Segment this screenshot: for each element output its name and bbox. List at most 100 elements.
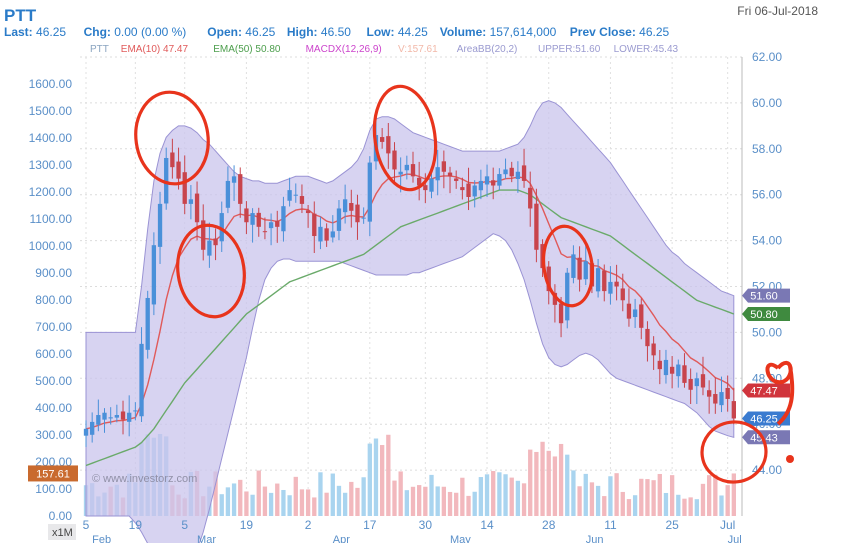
volume-bar <box>299 489 305 516</box>
candle-body <box>299 196 305 204</box>
volume-tick: 600.00 <box>35 347 72 361</box>
price-tick: 54.00 <box>752 234 782 248</box>
candle-body <box>429 178 434 192</box>
candle-body <box>645 328 650 347</box>
candle-body <box>157 203 163 247</box>
volume-bar <box>250 494 255 516</box>
candle-body <box>713 394 718 404</box>
volume-bar <box>731 473 736 516</box>
candle-body <box>268 222 274 229</box>
volume-bar <box>256 470 261 516</box>
volume-bar <box>565 454 570 516</box>
volume-bar <box>608 476 613 516</box>
candle-body <box>651 343 656 356</box>
volume-bar <box>244 491 249 516</box>
volume-bar <box>632 495 638 516</box>
volume-bar <box>373 438 379 516</box>
ema50-line <box>85 189 735 467</box>
candle-body <box>275 220 280 227</box>
volume-bar <box>398 471 403 516</box>
volume-bar <box>281 489 286 516</box>
candle-body <box>441 161 447 172</box>
volume-bar <box>725 485 730 516</box>
volume-bar <box>515 480 521 516</box>
candle-body <box>608 281 613 294</box>
candle-body <box>244 208 249 223</box>
legend-item-6: UPPER:51.60 <box>538 44 601 55</box>
candle-body <box>281 206 286 232</box>
x-tick: 17 <box>363 518 377 532</box>
candle-body <box>139 343 144 417</box>
volume-bar <box>503 474 508 516</box>
stat-0: Last: 46.25 <box>4 25 66 39</box>
candle-body <box>312 213 317 237</box>
candle-body <box>305 210 311 214</box>
candle-body <box>145 297 150 350</box>
candle-body <box>108 417 113 419</box>
candle-body <box>127 412 132 422</box>
volume-tick: 1000.00 <box>29 239 73 253</box>
candle-body <box>515 171 521 180</box>
candle-body <box>250 213 255 225</box>
watermark: © www.investorz.com <box>92 473 197 485</box>
candle-body <box>583 261 588 280</box>
volume-tick: 1200.00 <box>29 185 73 199</box>
volume-bar <box>491 471 496 516</box>
volume-bar <box>262 486 268 516</box>
volume-bar <box>663 492 669 516</box>
candle-body <box>595 268 601 292</box>
candle-body <box>447 172 453 177</box>
annotation-circle <box>700 420 768 484</box>
volume-bar <box>404 490 409 516</box>
candle-body <box>102 412 107 420</box>
candle-body <box>565 272 570 321</box>
volume-bar <box>700 483 706 516</box>
price-badge <box>742 307 790 322</box>
volume-bar <box>676 494 681 516</box>
candle-body <box>287 190 292 201</box>
candle-body <box>620 288 625 301</box>
volume-bar <box>534 451 539 516</box>
candle-body <box>336 208 342 231</box>
period-button[interactable] <box>48 524 76 540</box>
stat-1: Chg: 0.00 (0.00 %) <box>84 25 187 39</box>
volume-bar <box>478 477 484 516</box>
volume-bar <box>336 485 342 516</box>
volume-bar <box>324 492 329 516</box>
volume-bar <box>342 492 348 516</box>
volume-bar <box>305 489 311 516</box>
stats-row: Last: 46.25 Chg: 0.00 (0.00 %) Open: 46.25… <box>4 25 670 39</box>
month-label: Jul <box>728 534 742 543</box>
candle-body <box>293 194 298 196</box>
price-badge-label: 50.80 <box>750 309 778 321</box>
candle-body <box>503 169 508 175</box>
candle-body <box>552 292 558 305</box>
volume-bar <box>706 475 712 516</box>
candle-body <box>632 309 638 318</box>
candle-body <box>120 411 126 420</box>
candle-body <box>725 387 730 399</box>
x-tick: 14 <box>480 518 494 532</box>
candle-body <box>688 378 693 390</box>
x-tick: 25 <box>665 518 679 532</box>
volume-bar <box>219 494 224 516</box>
volume-bar <box>472 491 477 516</box>
date-label: Fri 06-Jul-2018 <box>737 4 818 18</box>
legend-row: PTT EMA(10) 47.47 EMA(50) 50.80 MACDX(12,26… <box>90 44 679 55</box>
annotations <box>134 84 795 484</box>
volume-bar <box>386 434 391 516</box>
x-axis: 5 19 5 19 2 17 30 14 28 11 25 Jul Feb Mar Apr May Jun Jul <box>83 518 742 543</box>
volume-bar <box>528 449 533 516</box>
candle-body <box>188 199 194 204</box>
x-tick: 19 <box>240 518 254 532</box>
price-badge-label: 46.25 <box>750 413 778 425</box>
period-label[interactable]: x1M <box>52 527 73 539</box>
volume-badge-label: 157.61 <box>36 468 70 480</box>
price-tick: 44.00 <box>752 463 782 477</box>
candle-body <box>201 220 206 250</box>
volume-axis: 0.00100.00200.00300.00400.00500.00600.00… <box>29 77 73 523</box>
volume-bar <box>521 483 527 516</box>
price-tick: 60.00 <box>752 96 782 110</box>
month-label: Jun <box>586 534 604 543</box>
volume-bar <box>454 492 459 516</box>
